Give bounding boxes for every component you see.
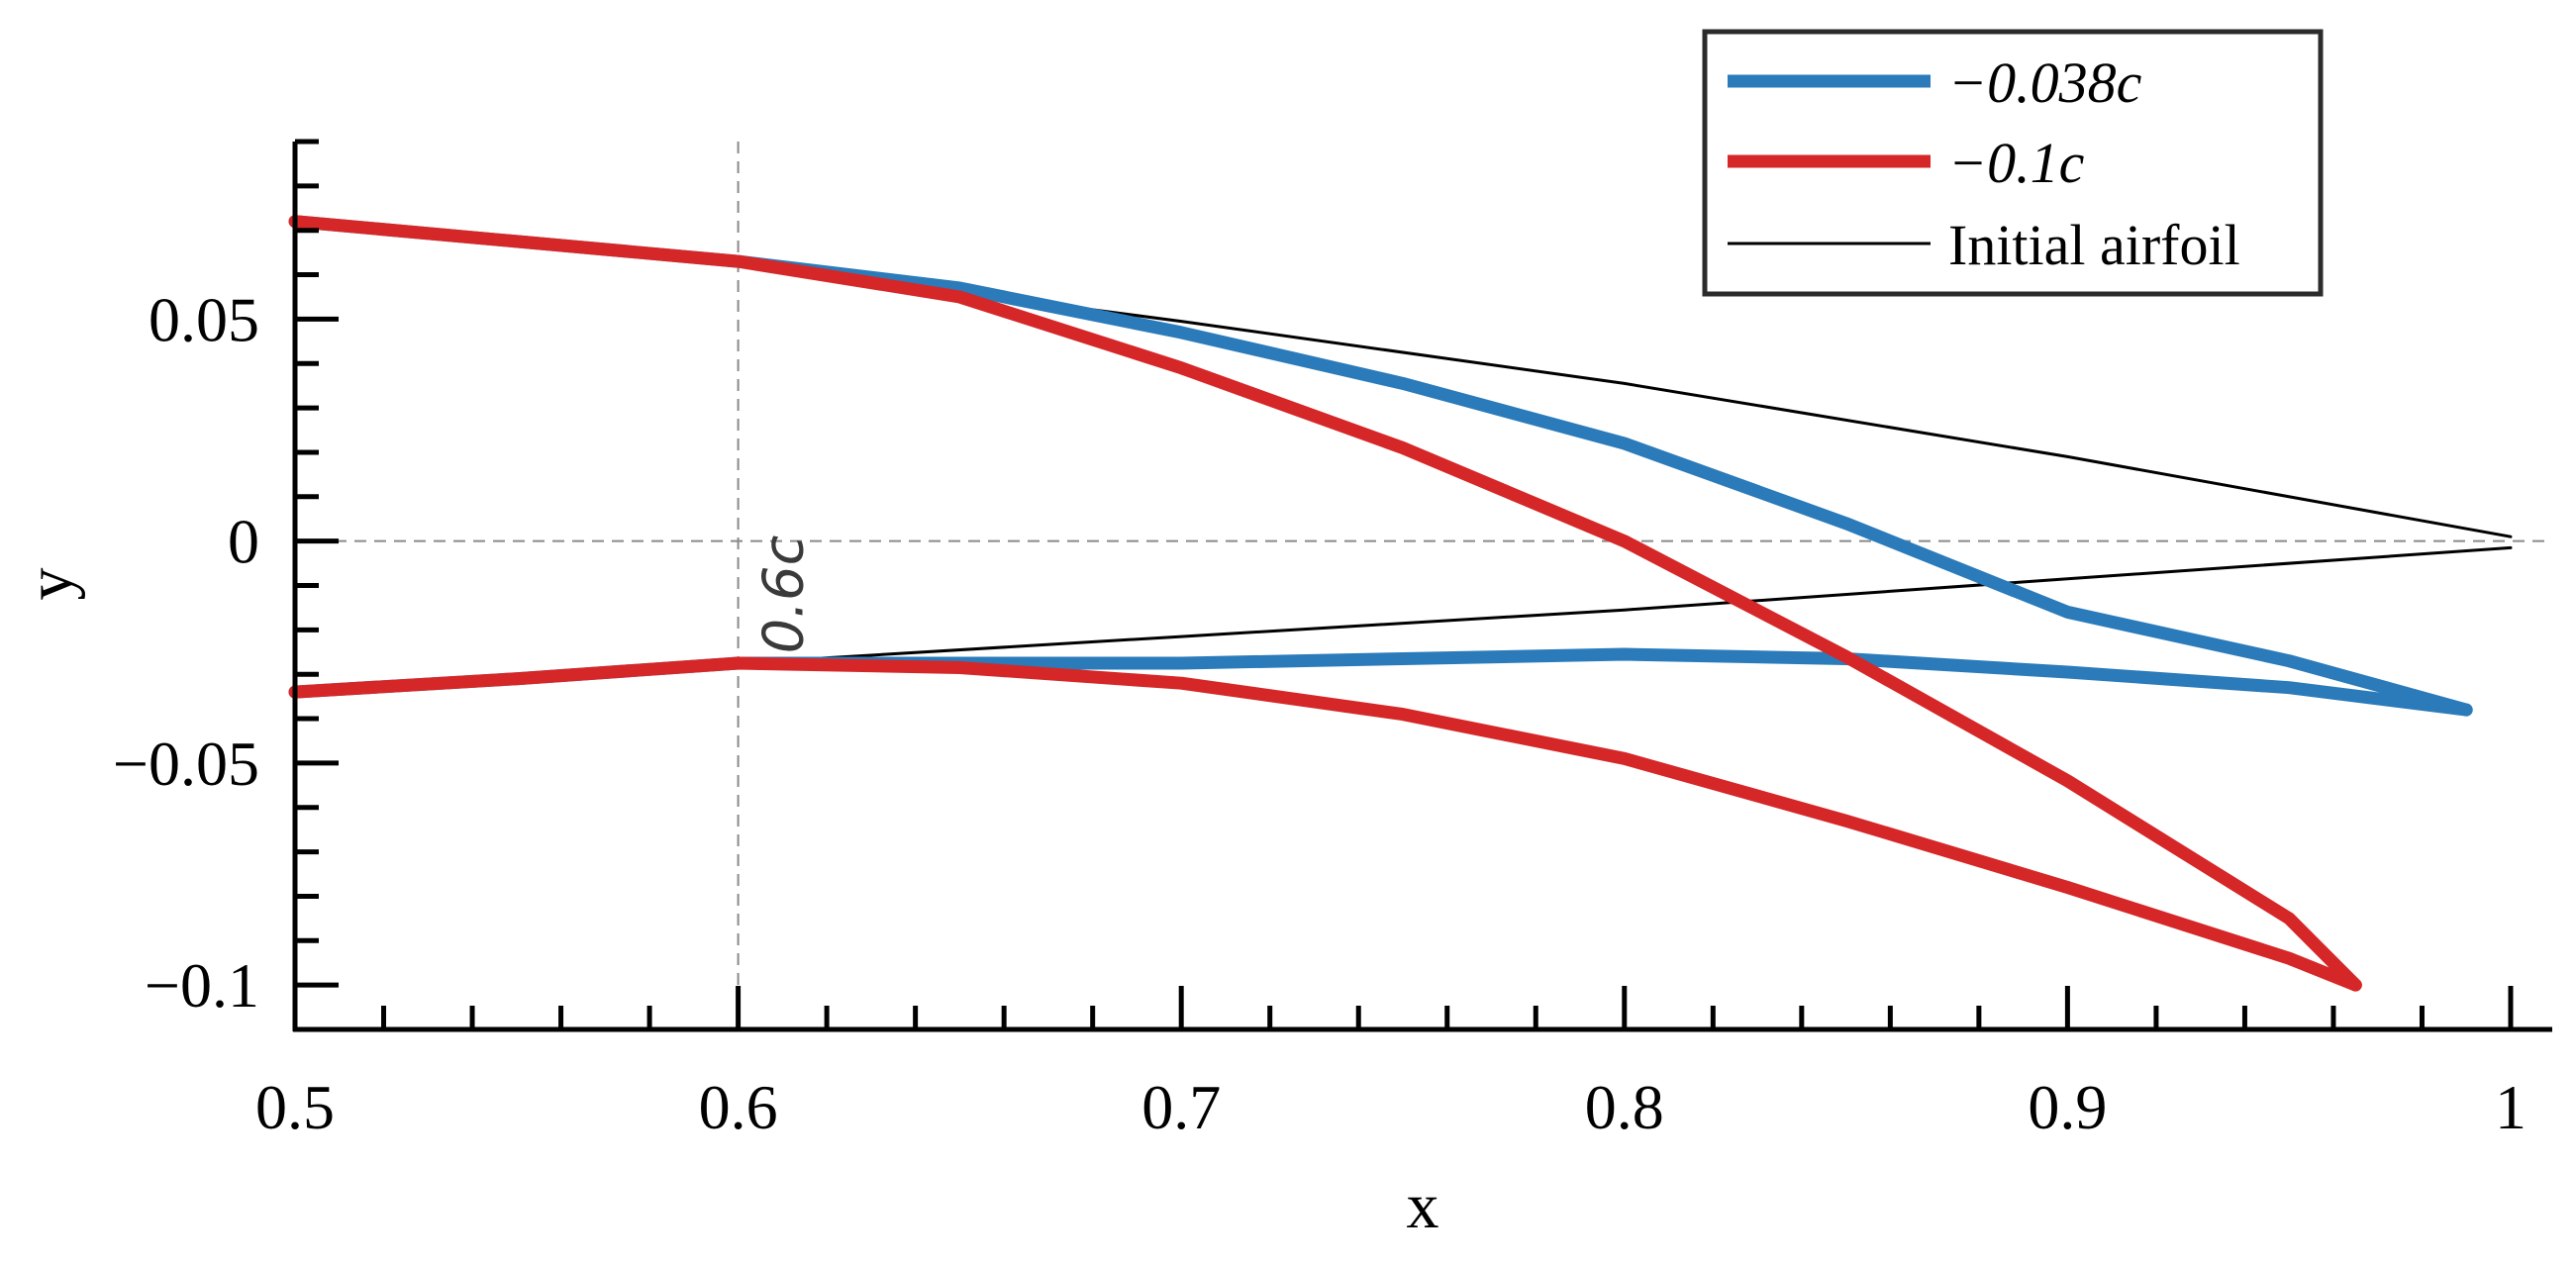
x-tick-label: 0.5 bbox=[255, 1072, 335, 1142]
x-tick-label: 0.6 bbox=[699, 1072, 778, 1142]
series-2-upper-surface bbox=[288, 215, 2362, 992]
series-group bbox=[288, 215, 2513, 992]
x-axis-label: x bbox=[1407, 1170, 1439, 1242]
y-tick-label: −0.1 bbox=[145, 950, 259, 1021]
reference-lines bbox=[295, 142, 2552, 1029]
x-tick-label: 0.7 bbox=[1141, 1072, 1221, 1142]
legend-label-initial-airfoil: Initial airfoil bbox=[1948, 213, 2240, 277]
series-1-lower-surface bbox=[288, 647, 2473, 717]
annotation-0.6c: 0.6c bbox=[751, 535, 816, 653]
y-tick-label: 0.05 bbox=[149, 284, 259, 354]
series-2-lower-surface bbox=[288, 656, 2362, 992]
y-tick-label: −0.05 bbox=[113, 729, 259, 799]
legend-label-series-2: −0.1c bbox=[1948, 131, 2085, 195]
y-tick-label: 0 bbox=[228, 507, 259, 577]
x-tick-label: 0.8 bbox=[1585, 1072, 1664, 1142]
tick-group: 0.5 0.6 0.7 0.8 0.9 1 0.05 0 −0.05 −0.1 bbox=[113, 139, 2526, 1142]
x-tick-label: 1 bbox=[2495, 1072, 2526, 1142]
legend-label-series-1: −0.038c bbox=[1948, 50, 2142, 115]
legend: −0.038c −0.1c Initial airfoil bbox=[1702, 29, 2324, 297]
x-tick-label: 0.9 bbox=[2028, 1072, 2107, 1142]
y-axis-label: y bbox=[14, 568, 86, 601]
